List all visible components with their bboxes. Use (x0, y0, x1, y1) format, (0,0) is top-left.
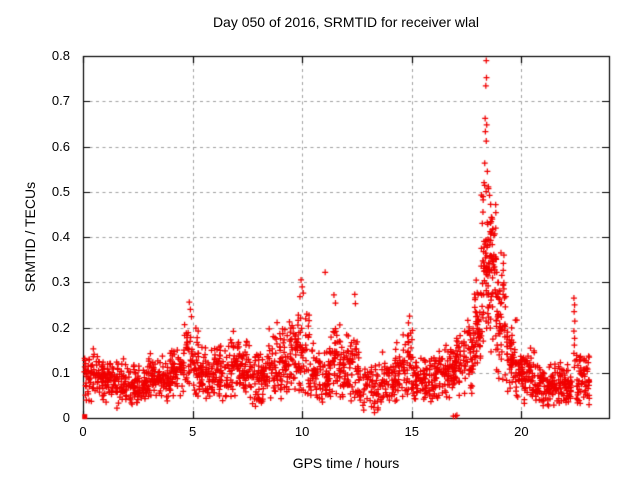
x-tick-label: 10 (294, 424, 310, 439)
x-tick-label: 0 (79, 424, 87, 439)
x-tick-label: 20 (514, 424, 529, 439)
y-tick-label: 0.1 (51, 364, 70, 380)
y-tick-label: 0.8 (51, 48, 70, 63)
x-axis-title: GPS time / hours (292, 455, 400, 471)
y-tick-label: 0.2 (51, 319, 70, 335)
chart-title: Day 050 of 2016, SRMTID for receiver wla… (212, 14, 480, 30)
y-tick-label: 0.3 (51, 274, 70, 290)
y-tick-label: 0.5 (51, 183, 70, 199)
y-tick-label: 0.7 (51, 93, 70, 109)
x-tick-label: 15 (404, 424, 419, 439)
x-tick-label: 5 (188, 424, 197, 439)
y-tick-label: 0.6 (51, 138, 70, 154)
y-tick-label: 0 (62, 410, 70, 425)
y-tick-label: 0.4 (51, 229, 70, 244)
